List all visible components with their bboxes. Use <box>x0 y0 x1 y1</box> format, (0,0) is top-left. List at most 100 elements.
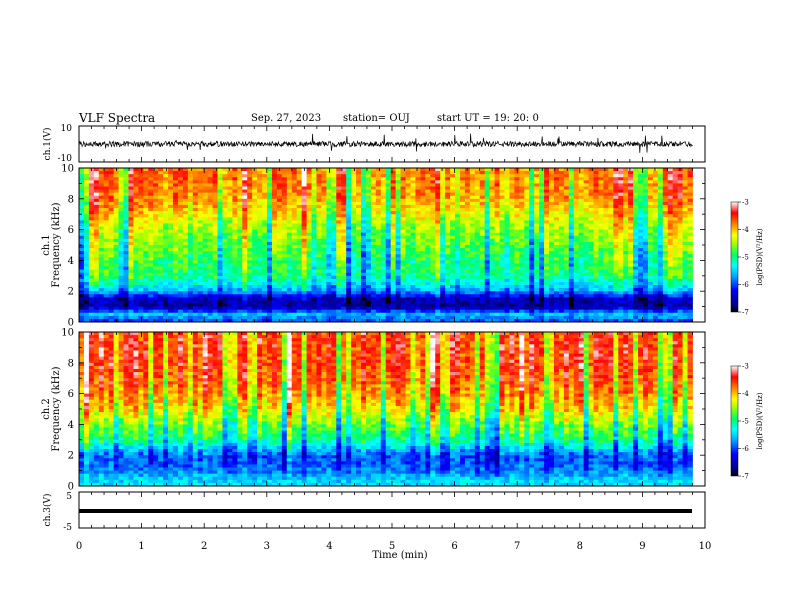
spectrogram-cell <box>247 201 253 206</box>
spectrogram-cell <box>598 177 604 181</box>
spectrogram-cell <box>578 220 585 224</box>
spectrogram-cell <box>306 229 312 234</box>
spectrogram-cell <box>539 189 545 194</box>
spectrogram-cell <box>385 275 392 280</box>
spectrogram-cell <box>509 208 515 212</box>
spectrogram-cell <box>469 238 476 243</box>
spectrogram-cell <box>98 235 105 240</box>
spectrogram-cell <box>598 254 604 258</box>
spectrogram-cell <box>395 211 401 215</box>
spectrogram-cell <box>628 248 634 252</box>
spectrogram-cell <box>489 238 495 243</box>
spectrogram-cell <box>202 281 209 286</box>
spectrogram-cell <box>608 168 614 172</box>
spectrogram-cell <box>474 168 481 172</box>
spectrogram-cell <box>529 208 535 212</box>
spectrogram-cell <box>252 288 258 292</box>
spectrogram-cell <box>207 186 213 190</box>
spectrogram-cell <box>435 174 441 178</box>
spectrogram-cell <box>529 235 535 240</box>
spectrogram-cell <box>459 245 466 249</box>
spectrogram-cell <box>133 189 139 194</box>
spectrogram-cell <box>459 285 466 289</box>
spectrogram-cell <box>286 168 293 172</box>
spectrogram-cell <box>544 269 550 274</box>
spectrogram-cell <box>83 214 90 218</box>
spectrogram-cell <box>425 260 431 264</box>
spectrogram-cell <box>553 171 560 175</box>
spectrogram-cell <box>217 204 223 209</box>
spectrogram-cell <box>677 266 683 271</box>
spectrogram-cell <box>153 229 159 234</box>
spectrogram-cell <box>286 195 293 200</box>
spectrogram-cell <box>385 241 392 246</box>
spectrogram-cell <box>242 189 248 194</box>
spectrogram-cell <box>400 285 406 289</box>
spectrogram-cell <box>459 275 466 280</box>
spectrogram-cell <box>336 275 342 280</box>
spectrogram-cell <box>370 183 377 187</box>
spectrogram-cell <box>365 238 372 243</box>
spectrogram-cell <box>469 186 476 190</box>
spectrogram-cell <box>168 260 174 264</box>
spectrogram-cell <box>237 269 243 274</box>
spectrogram-cell <box>628 272 634 277</box>
spectrogram-cell <box>98 174 105 178</box>
spectrogram-cell <box>177 201 184 206</box>
spectrogram-cell <box>657 217 664 221</box>
spectrogram-cell <box>267 195 273 200</box>
spectrogram-cell <box>79 285 85 289</box>
spectrogram-cell <box>385 183 392 187</box>
spectrogram-cell <box>613 217 619 221</box>
spectrogram-cell <box>568 183 575 187</box>
spectrogram-cell <box>83 281 90 286</box>
spectrogram-cell <box>385 245 392 249</box>
spectrogram-cell <box>558 211 565 215</box>
spectrogram-cell <box>598 180 604 184</box>
spectrogram-cell <box>529 180 535 184</box>
spectrogram-cell <box>445 201 451 206</box>
spectrogram-cell <box>474 174 481 178</box>
spectrogram-cell <box>331 263 337 267</box>
spectrogram-cell <box>509 232 515 237</box>
spectrogram-cell <box>430 211 436 215</box>
spectrogram-cell <box>331 254 337 258</box>
spectrogram-cell <box>474 192 481 197</box>
spectrogram-cell <box>83 171 90 175</box>
spectrogram-cell <box>306 208 312 212</box>
spectrogram-cell <box>578 174 585 178</box>
spectrogram-cell <box>633 223 639 227</box>
spectrogram-cell <box>677 211 683 215</box>
spectrogram-cell <box>504 263 510 267</box>
spectrogram-cell <box>420 204 426 209</box>
spectrogram-cell <box>539 266 545 271</box>
spectrogram-cell <box>504 281 510 286</box>
spectrogram-cell <box>113 180 119 184</box>
spectrogram-cell <box>405 254 411 258</box>
spectrogram-cell <box>593 254 599 258</box>
spectrogram-cell <box>529 223 535 227</box>
spectrogram-cell <box>647 275 654 280</box>
spectrogram-cell <box>247 192 253 197</box>
spectrogram-cell <box>79 241 85 246</box>
spectrogram-cell <box>88 272 95 277</box>
spectrogram-cell <box>395 229 401 234</box>
spectrogram-cell <box>356 275 362 280</box>
spectrogram-cell <box>128 189 134 194</box>
spectrogram-cell <box>400 168 406 172</box>
spectrogram-cell <box>197 201 204 206</box>
spectrogram-cell <box>361 260 367 264</box>
spectrogram-cell <box>583 168 589 172</box>
spectrogram-cell <box>192 208 199 212</box>
spectrogram-cell <box>173 211 179 215</box>
spectrogram-cell <box>281 235 288 240</box>
spectrogram-cell <box>143 195 149 200</box>
spectrogram-cell <box>316 278 322 283</box>
spectrogram-cell <box>583 195 589 200</box>
spectrogram-cell <box>316 241 322 246</box>
spectrogram-cell <box>514 245 520 249</box>
spectrogram-cell <box>657 229 664 234</box>
spectrogram-cell <box>544 263 550 267</box>
spectrogram-cell <box>286 223 293 227</box>
spectrogram-cell <box>410 171 416 175</box>
